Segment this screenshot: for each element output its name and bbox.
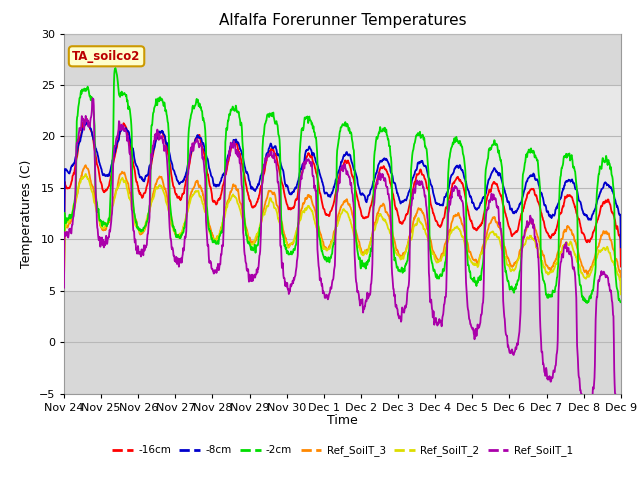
Bar: [64, 85, 621, 291]
X-axis label: Time: Time: [327, 414, 358, 427]
Text: TA_soilco2: TA_soilco2: [72, 50, 141, 63]
Title: Alfalfa Forerunner Temperatures: Alfalfa Forerunner Temperatures: [219, 13, 466, 28]
Legend: -16cm, -8cm, -2cm, Ref_SoilT_3, Ref_SoilT_2, Ref_SoilT_1: -16cm, -8cm, -2cm, Ref_SoilT_3, Ref_Soil…: [108, 441, 577, 460]
Y-axis label: Temperatures (C): Temperatures (C): [20, 159, 33, 268]
